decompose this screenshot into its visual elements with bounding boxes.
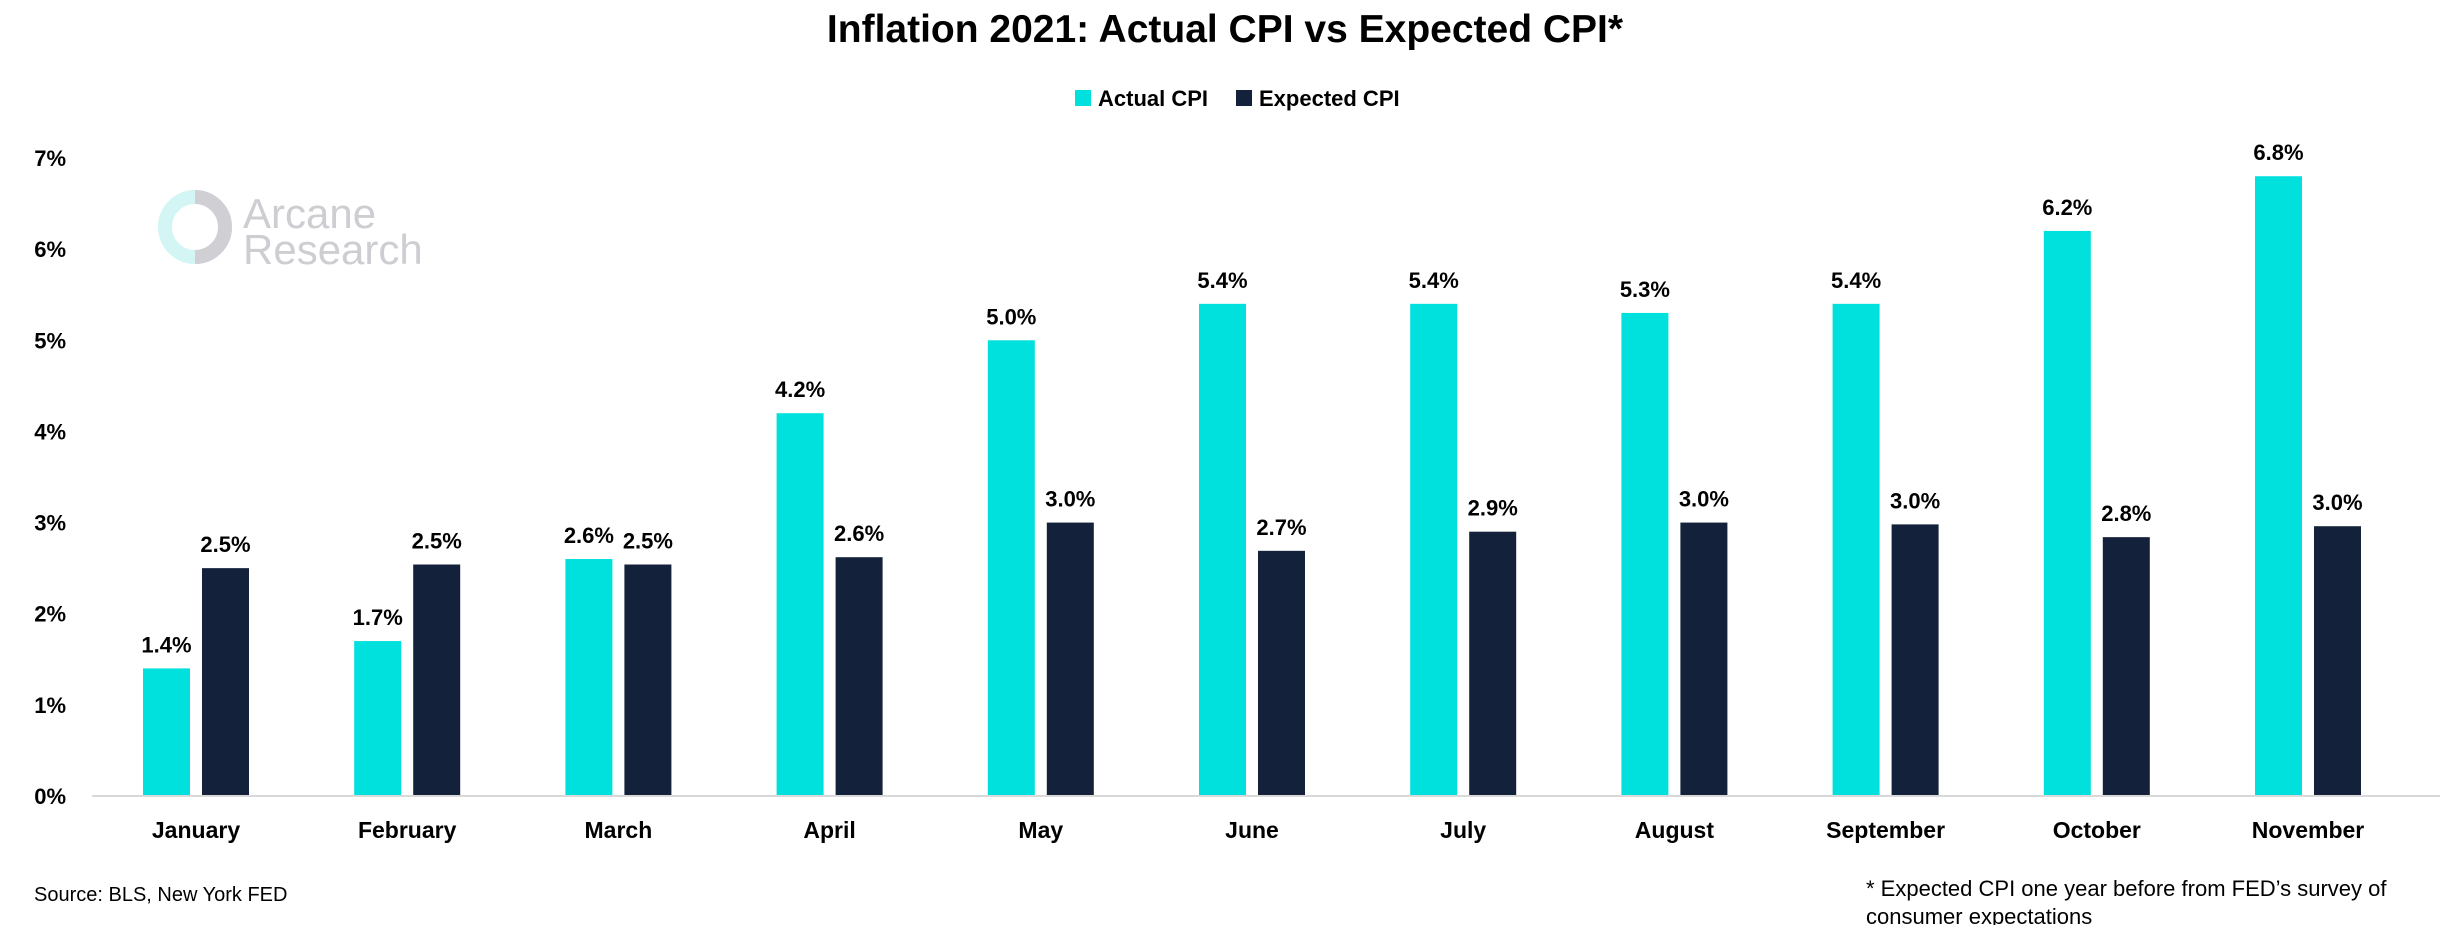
value-label-expected: 2.7% [1256, 515, 1306, 540]
y-tick-label: 1% [34, 693, 66, 718]
value-label-actual: 1.4% [141, 632, 191, 657]
value-label-actual: 6.8% [2253, 140, 2303, 165]
bar-expected-cpi [413, 564, 461, 796]
value-label-actual: 1.7% [353, 605, 403, 630]
legend-swatch-expected [1236, 90, 1252, 106]
category-label: April [803, 817, 855, 843]
value-label-actual: 5.4% [1197, 268, 1247, 293]
value-label-actual: 2.6% [564, 523, 614, 548]
value-label-expected: 2.6% [834, 521, 884, 546]
bar-actual-cpi [1832, 303, 1880, 796]
watermark-arc-icon [194, 190, 232, 264]
bar-expected-cpi [1046, 522, 1094, 796]
source-note: Source: BLS, New York FED [34, 884, 287, 906]
bar-actual-cpi [143, 668, 190, 796]
bar-expected-cpi [2314, 526, 2361, 796]
y-tick-label: 7% [34, 146, 66, 171]
legend-swatch-actual [1075, 90, 1091, 106]
bar-expected-cpi [202, 568, 249, 796]
y-tick-label: 3% [34, 511, 66, 536]
y-tick-label: 6% [34, 237, 66, 262]
value-label-expected: 2.5% [623, 528, 673, 553]
category-label: July [1440, 817, 1486, 843]
category-label: January [152, 817, 240, 843]
category-label: February [358, 817, 457, 843]
y-tick-label: 0% [34, 784, 66, 809]
bar-expected-cpi [1891, 524, 1939, 796]
category-label: October [2053, 817, 2141, 843]
bar-actual-cpi [2043, 230, 2091, 796]
category-label: June [1225, 817, 1279, 843]
bars [143, 176, 2361, 796]
watermark-line1: Arcane [243, 190, 376, 237]
y-tick-label: 5% [34, 328, 66, 353]
category-label: August [1635, 817, 1715, 843]
chart-title: Inflation 2021: Actual CPI vs Expected C… [827, 8, 1624, 51]
value-label-actual: 5.4% [1831, 268, 1881, 293]
footnote-line1: * Expected CPI one year before from FED’… [1866, 876, 2387, 901]
bar-actual-cpi [354, 641, 402, 796]
value-label-actual: 6.2% [2042, 195, 2092, 220]
bar-expected-cpi [624, 564, 672, 796]
value-label-actual: 5.0% [986, 304, 1036, 329]
bar-actual-cpi [2255, 176, 2302, 796]
bar-actual-cpi [776, 413, 824, 796]
bar-actual-cpi [565, 559, 613, 796]
y-tick-label: 2% [34, 602, 66, 627]
category-label: March [585, 817, 653, 843]
legend-label-expected: Expected CPI [1259, 86, 1400, 111]
bar-expected-cpi [2102, 537, 2150, 796]
value-label-actual: 5.3% [1620, 277, 1670, 302]
bar-expected-cpi [1680, 522, 1728, 796]
value-label-expected: 2.5% [200, 532, 250, 557]
value-label-expected: 2.5% [412, 528, 462, 553]
value-label-expected: 3.0% [1679, 487, 1729, 512]
value-label-actual: 4.2% [775, 377, 825, 402]
footnote-line2: consumer expectations [1866, 904, 2092, 925]
bar-expected-cpi [1258, 550, 1305, 796]
bar-actual-cpi [1621, 312, 1669, 796]
x-axis: January February March April May June July Augu… [152, 817, 2364, 843]
legend-label-actual: Actual CPI [1098, 86, 1208, 111]
category-label: May [1018, 817, 1063, 843]
bar-expected-cpi [835, 557, 883, 796]
value-label-expected: 2.8% [2101, 501, 2151, 526]
bar-actual-cpi [1199, 303, 1246, 796]
value-label-expected: 3.0% [1890, 488, 1940, 513]
value-label-actual: 5.4% [1409, 268, 1459, 293]
value-label-expected: 3.0% [1045, 487, 1095, 512]
y-tick-label: 4% [34, 419, 66, 444]
value-label-expected: 3.0% [2312, 490, 2362, 515]
category-label: September [1826, 817, 1945, 843]
bar-actual-cpi [987, 340, 1035, 796]
bar-actual-cpi [1410, 303, 1458, 796]
category-label: November [2252, 817, 2365, 843]
y-axis: 0% 1% 2% 3% 4% 5% 6% 7% [34, 146, 66, 809]
watermark-logo: Arcane Research [158, 190, 423, 273]
watermark-line2: Research [243, 226, 423, 273]
bar-expected-cpi [1469, 531, 1517, 796]
value-labels: 1.4% 2.5% 1.7% 2.5% 2.6% 2.5% 4.2% 2.6% 5.0% 3.0%… [141, 140, 2362, 657]
value-label-expected: 2.9% [1468, 496, 1518, 521]
legend: Actual CPI Expected CPI [1075, 86, 1400, 111]
